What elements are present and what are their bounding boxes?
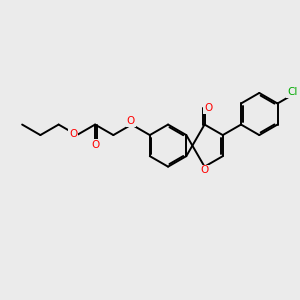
Text: Cl: Cl bbox=[287, 87, 297, 97]
Text: O: O bbox=[91, 140, 99, 150]
Text: O: O bbox=[69, 129, 77, 139]
Text: O: O bbox=[204, 103, 212, 113]
Text: O: O bbox=[127, 116, 135, 126]
Text: O: O bbox=[200, 166, 209, 176]
